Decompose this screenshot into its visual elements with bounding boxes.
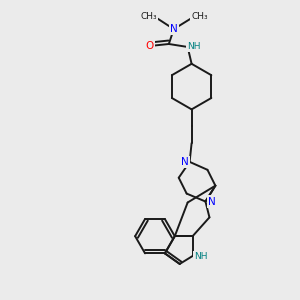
Text: NH: NH: [187, 43, 200, 52]
Text: NH: NH: [194, 251, 207, 260]
Text: CH₃: CH₃: [191, 12, 208, 21]
Text: N: N: [170, 24, 178, 34]
Text: O: O: [146, 41, 154, 51]
Text: N: N: [181, 157, 189, 167]
Text: N: N: [208, 196, 215, 206]
Text: CH₃: CH₃: [141, 12, 157, 21]
